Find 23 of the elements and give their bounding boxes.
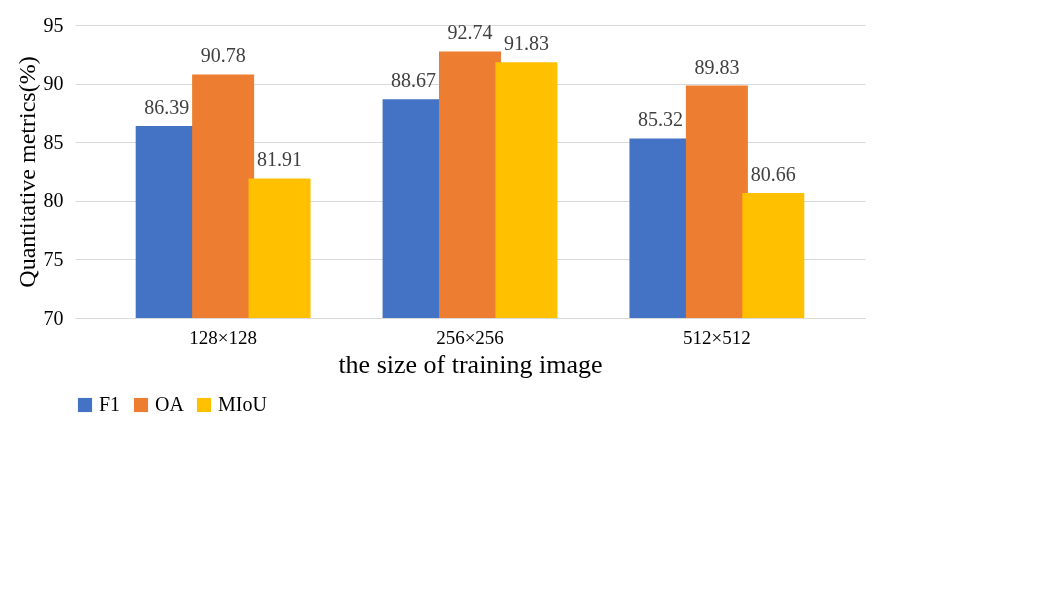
y-tick-label: 75	[43, 247, 64, 270]
data-label: 91.83	[503, 32, 549, 55]
y-tick-label: 90	[43, 72, 64, 95]
y-tick-label: 70	[43, 306, 64, 329]
x-tick-label: 128×128	[189, 326, 257, 348]
x-tick-label: 512×512	[683, 326, 751, 348]
x-tick-label: 256×256	[436, 326, 504, 348]
data-label: 85.32	[637, 108, 683, 131]
y-tick-label: 80	[43, 189, 64, 212]
data-label: 81.91	[257, 148, 303, 171]
data-label: 90.78	[200, 44, 246, 67]
y-axis-title: Quantitative metrics(%)	[13, 56, 40, 288]
data-label: 89.83	[694, 55, 740, 78]
legend-label: F1	[99, 393, 121, 415]
legend-label: OA	[155, 393, 185, 415]
data-label: 80.66	[750, 163, 796, 186]
legend-label: MIoU	[218, 393, 268, 415]
data-label: 88.67	[391, 69, 437, 92]
y-tick-label: 95	[43, 13, 64, 36]
x-axis-title: the size of training image	[338, 349, 603, 379]
data-label: 92.74	[447, 21, 493, 44]
data-label: 86.39	[144, 95, 190, 118]
y-tick-label: 85	[43, 130, 64, 153]
